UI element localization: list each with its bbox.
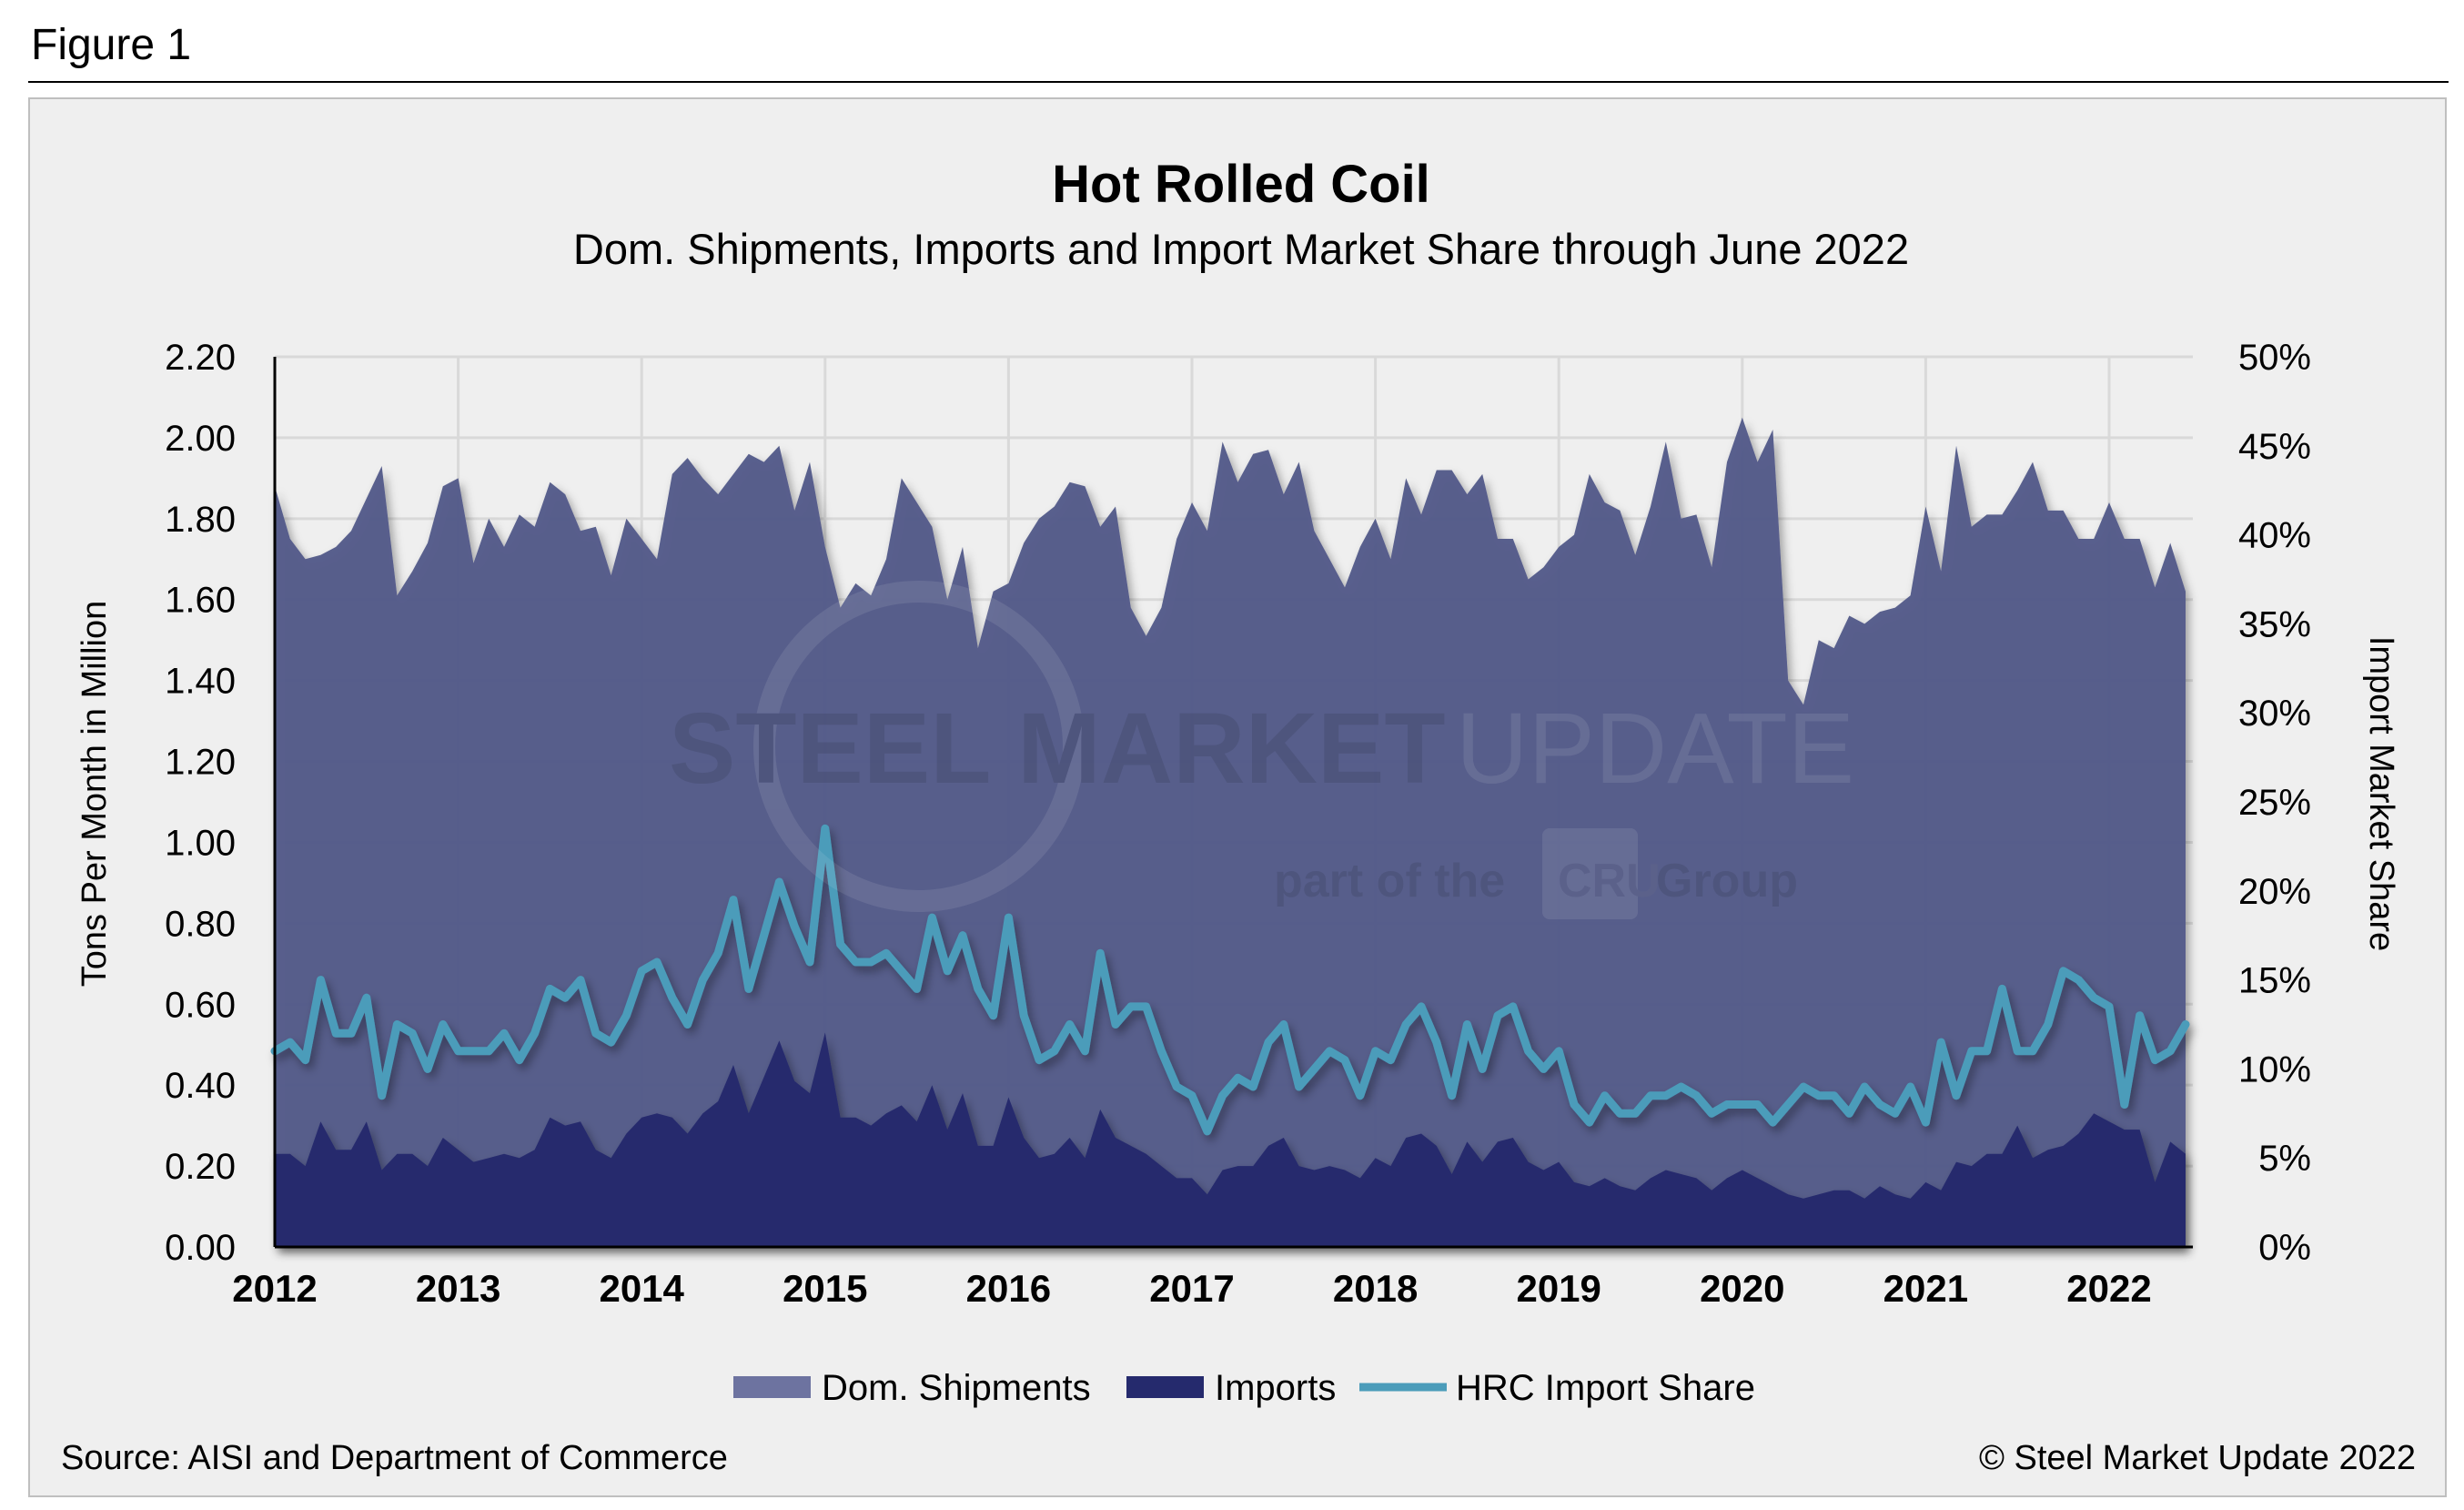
area-imports [275, 1032, 2186, 1247]
x-tick-label: 2017 [1149, 1267, 1234, 1310]
y-tick-label-right: 30% [2238, 694, 2311, 734]
svg-text:UPDATE: UPDATE [1456, 693, 1854, 805]
y-tick-label-left: 0.60 [165, 985, 236, 1025]
y-axis-title-left: Tons Per Month in Million [76, 601, 114, 988]
y-tick-label-right: 5% [2258, 1139, 2311, 1179]
svg-text:CRU: CRU [1558, 855, 1661, 907]
x-tick-label: 2022 [2066, 1267, 2151, 1310]
y-tick-label-left: 0.20 [165, 1147, 236, 1187]
y-tick-label-left: 1.60 [165, 581, 236, 621]
y-tick-label-left: 1.00 [165, 823, 236, 863]
y-tick-label-right: 40% [2238, 516, 2311, 556]
area-dom-shipments [275, 417, 2186, 1247]
x-tick-label: 2020 [1700, 1267, 1784, 1310]
legend-label-import-share: HRC Import Share [1456, 1368, 1755, 1408]
x-tick-label: 2013 [416, 1267, 500, 1310]
y-tick-label-right: 35% [2238, 604, 2311, 644]
y-tick-label-right: 10% [2238, 1049, 2311, 1089]
y-tick-label-left: 2.20 [165, 338, 236, 378]
x-tick-label: 2018 [1333, 1267, 1418, 1310]
y-tick-label-right: 20% [2238, 872, 2311, 912]
x-tick-label: 2015 [783, 1267, 867, 1310]
svg-text:Group: Group [1656, 855, 1798, 907]
svg-text:part of the: part of the [1274, 855, 1505, 907]
y-tick-label-right: 45% [2238, 427, 2311, 467]
y-tick-label-right: 15% [2238, 961, 2311, 1001]
x-tick-label: 2021 [1883, 1267, 1968, 1310]
legend-label-imports: Imports [1215, 1368, 1336, 1408]
y-tick-label-left: 1.80 [165, 500, 236, 540]
svg-text:STEEL MARKET: STEEL MARKET [669, 693, 1446, 805]
source-note: Source: AISI and Department of Commerce [61, 1439, 728, 1477]
chart-title: Hot Rolled Coil [1052, 155, 1430, 214]
legend-swatch-imports [1126, 1376, 1204, 1398]
y-tick-label-left: 1.40 [165, 662, 236, 702]
y-tick-label-right: 25% [2238, 783, 2311, 823]
y-tick-label-left: 0.00 [165, 1228, 236, 1268]
line-import-share [270, 824, 2190, 1136]
y-tick-label-left: 0.40 [165, 1066, 236, 1106]
legend-swatch-dom-shipments [733, 1376, 811, 1398]
figure-rule [28, 81, 2449, 83]
figure-label: Figure 1 [31, 21, 192, 69]
legend: Dom. Shipments Imports HRC Import Share [733, 1368, 1755, 1408]
x-tick-label: 2014 [599, 1267, 684, 1310]
legend-label-dom-shipments: Dom. Shipments [822, 1368, 1091, 1408]
y-tick-label-left: 0.80 [165, 904, 236, 944]
x-tick-label: 2012 [232, 1267, 317, 1310]
copyright-note: © Steel Market Update 2022 [1979, 1439, 2416, 1477]
y-tick-label-right: 0% [2258, 1228, 2311, 1268]
x-tick-label: 2016 [966, 1267, 1051, 1310]
y-tick-label-left: 2.00 [165, 419, 236, 459]
y-tick-label-right: 50% [2238, 338, 2311, 378]
y-axis-title-right: Import Market Share [2362, 636, 2400, 951]
chart-subtitle: Dom. Shipments, Imports and Import Marke… [573, 225, 1909, 273]
watermark: STEEL MARKET UPDATE part of the CRU Grou… [669, 581, 1854, 919]
x-tick-label: 2019 [1516, 1267, 1601, 1310]
y-tick-label-left: 1.20 [165, 743, 236, 783]
